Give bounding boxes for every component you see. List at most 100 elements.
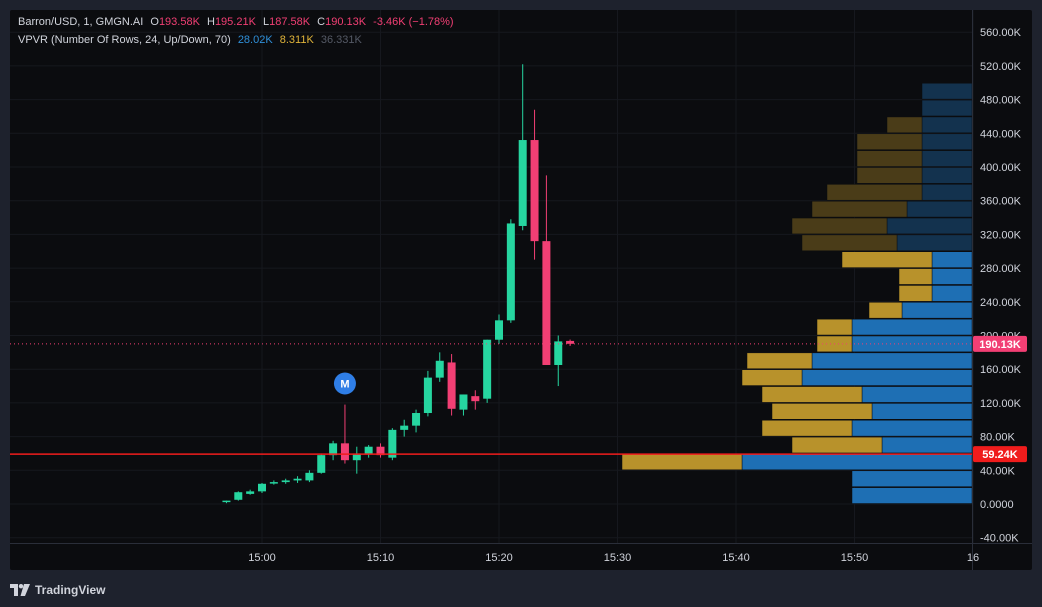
volume-profile-down-bar [856, 167, 923, 184]
horizontal-line-badge [973, 446, 1027, 463]
price-tick-label: 120.00K [980, 398, 1022, 410]
price-tick-label: 320.00K [980, 229, 1022, 241]
candle-body [246, 491, 255, 494]
volume-profile-up-bar [851, 420, 973, 437]
volume-profile-down-bar [621, 453, 743, 471]
volume-profile [621, 83, 973, 504]
volume-profile-up-bar [811, 352, 973, 369]
volume-profile-down-bar [741, 369, 803, 386]
candle-body [293, 478, 302, 481]
volume-profile-up-bar [931, 285, 973, 302]
candle-body [317, 455, 326, 473]
candle-body [447, 362, 456, 409]
close-value: 190.13K [325, 16, 367, 28]
candle-body [566, 340, 575, 344]
candle-body [281, 480, 290, 483]
volume-profile-up-bar [906, 200, 973, 218]
volume-down-value: 8.311K [279, 34, 314, 46]
time-tick-label: 15:40 [722, 552, 750, 564]
volume-up-value: 28.02K [237, 34, 273, 46]
candle-body [495, 320, 503, 340]
volume-profile-up-bar [896, 234, 973, 251]
candle-body [483, 339, 492, 399]
candle-body [530, 140, 539, 242]
volume-profile-up-bar [851, 487, 973, 504]
candle-body [352, 453, 361, 461]
high-value: 195.21K [214, 16, 256, 28]
volume-profile-up-bar [886, 217, 973, 235]
volume-profile-up-bar [861, 386, 973, 403]
candle-body [506, 223, 515, 321]
candle-body [554, 341, 563, 365]
volume-profile-up-bar [931, 268, 973, 285]
chart-panel[interactable]: M 560.00K 520.00K 480.00K 440.00K 400.00K 360… [10, 10, 1032, 570]
price-tick-label: 480.00K [980, 95, 1022, 107]
volume-profile-down-bar [898, 268, 933, 285]
volume-profile-up-bar [901, 302, 973, 319]
open-value: 193.58K [158, 16, 200, 28]
candle-body [435, 360, 444, 378]
volume-profile-up-bar [921, 184, 973, 201]
volume-profile-down-bar [816, 318, 853, 336]
volume-profile-down-bar [761, 420, 853, 437]
brand-label: TradingView [35, 583, 106, 597]
price-tick-label: 400.00K [980, 162, 1022, 174]
tradingview-brand[interactable]: TradingView [10, 581, 105, 599]
candle-body [388, 429, 397, 458]
volume-profile-up-bar [921, 83, 973, 100]
volume-profile-down-bar [771, 403, 873, 420]
volume-profile-down-bar [856, 150, 923, 167]
volume-profile-up-bar [921, 116, 973, 134]
candle-body [400, 425, 409, 430]
candle-body [459, 394, 468, 410]
change-value: -3.46K (−1.78%) [373, 16, 454, 28]
candle-body [412, 413, 421, 426]
volume-profile-down-bar [898, 285, 933, 302]
volume-profile-up-bar [881, 436, 973, 454]
indicator-label[interactable]: VPVR (Number Of Rows, 24, Up/Down, 70) [18, 34, 231, 46]
candle-body [340, 443, 349, 461]
price-tick-label: 40.00K [980, 465, 1016, 477]
low-key: L [262, 16, 270, 28]
time-tick-label: 15:00 [248, 552, 276, 564]
low-value: 187.58K [269, 16, 311, 28]
volume-profile-up-bar [851, 470, 973, 487]
candle-body [258, 483, 266, 492]
volume-profile-up-bar [921, 167, 973, 184]
time-tick-label: 15:30 [604, 552, 632, 564]
time-tick-label: 15:50 [841, 552, 869, 564]
candle-body [222, 500, 231, 503]
candle-body [542, 241, 551, 365]
indicator-legend: VPVR (Number Of Rows, 24, Up/Down, 70) 2… [18, 34, 366, 46]
price-tick-label: 240.00K [980, 297, 1022, 309]
ohlc-legend: Barron/USD, 1, GMGN.AI O193.58K H195.21K… [18, 16, 458, 28]
tradingview-logo-icon [10, 584, 30, 596]
volume-profile-down-bar [868, 302, 903, 319]
overlays: M [10, 343, 972, 455]
candle-body [234, 492, 243, 500]
candle-body [376, 446, 385, 456]
volume-profile-up-bar [801, 369, 973, 386]
candle-body [305, 472, 314, 481]
symbol-label[interactable]: Barron/USD, 1, GMGN.AI [18, 16, 144, 28]
high-key: H [206, 16, 215, 28]
price-tick-label: 0.0000 [980, 499, 1014, 511]
price-tick-label: 80.00K [980, 432, 1016, 444]
volume-profile-up-bar [921, 150, 973, 167]
volume-profile-up-bar [921, 99, 973, 117]
horizontal-line-badge-label: 59.24K [982, 449, 1018, 461]
candle-body [518, 140, 527, 226]
candle-body [269, 482, 278, 484]
volume-profile-down-bar [761, 386, 863, 403]
volume-profile-up-bar [921, 133, 973, 150]
volume-profile-down-bar [811, 200, 908, 218]
volume-profile-down-bar [886, 116, 923, 134]
volume-profile-up-bar [931, 251, 973, 268]
current-price-badge [973, 335, 1027, 352]
candlestick-chart[interactable]: M 560.00K 520.00K 480.00K 440.00K 400.00K 360… [10, 10, 1032, 570]
volume-total-value: 36.331K [320, 34, 362, 46]
price-tick-label: 360.00K [980, 196, 1022, 208]
volume-profile-down-bar [841, 251, 933, 268]
candle-body [471, 396, 480, 402]
price-tick-label: 560.00K [980, 27, 1022, 39]
